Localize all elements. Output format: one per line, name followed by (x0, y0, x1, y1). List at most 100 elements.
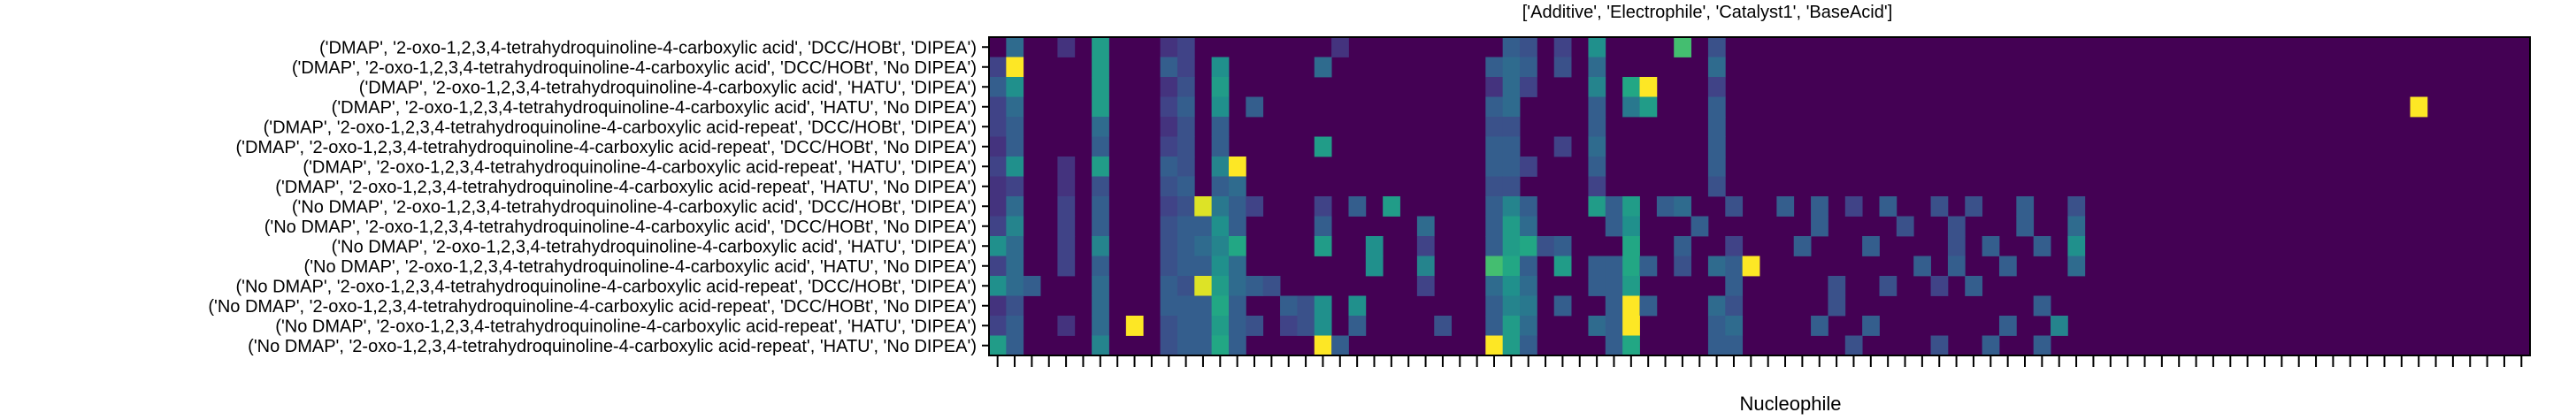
heatmap-cell (1160, 196, 1178, 217)
chart-title: ['Additive', 'Electrophile', 'Catalyst1'… (1522, 3, 1893, 22)
y-tick-label: ('DMAP', '2-oxo-1,2,3,4-tetrahydroquinol… (275, 178, 977, 197)
heatmap-cell (989, 236, 1007, 256)
heatmap-cell (1588, 57, 1606, 78)
heatmap-cell (1588, 196, 1606, 217)
heatmap-cell (1930, 276, 1949, 296)
y-axis-labels: ('DMAP', '2-oxo-1,2,3,4-tetrahydroquinol… (208, 38, 989, 356)
heatmap-cell (1725, 196, 1744, 217)
heatmap-cell (1057, 157, 1076, 177)
heatmap-cell (989, 96, 1007, 118)
heatmap-cell (1331, 335, 1349, 356)
heatmap-cell (989, 157, 1007, 177)
heatmap-cell (1160, 236, 1178, 256)
heatmap-cell (1006, 136, 1024, 157)
heatmap-cell (989, 256, 1007, 277)
y-tick-label: ('No DMAP', '2-oxo-1,2,3,4-tetrahydroqui… (264, 218, 977, 237)
heatmap-cell (1674, 236, 1691, 256)
heatmap-cell (1502, 216, 1521, 237)
heatmap-cell (1211, 96, 1230, 118)
heatmap-cell (1725, 295, 1744, 317)
heatmap-cell (1228, 295, 1246, 317)
heatmap-cell (1605, 335, 1623, 356)
heatmap-cell (2067, 256, 2086, 277)
heatmap-cell (1605, 216, 1623, 237)
heatmap-cell (1622, 316, 1640, 336)
heatmap-cell (1725, 256, 1744, 277)
heatmap-cell (1537, 236, 1555, 256)
heatmap-cell (989, 77, 1007, 97)
heatmap-cell (1707, 136, 1726, 157)
y-tick-label: ('DMAP', '2-oxo-1,2,3,4-tetrahydroquinol… (303, 157, 977, 177)
heatmap-cell (1930, 335, 1949, 356)
heatmap-cell (1639, 77, 1658, 97)
heatmap-cell (1006, 117, 1024, 137)
heatmap-cell (1553, 236, 1572, 256)
x-axis-label: Nucleophile (1740, 393, 1842, 415)
heatmap-cell (989, 295, 1007, 317)
heatmap-cell (1314, 196, 1332, 217)
heatmap-cell (989, 196, 1007, 217)
heatmap-cell (1828, 295, 1846, 317)
heatmap-cell (1365, 236, 1384, 256)
heatmap-cell (1485, 57, 1504, 78)
heatmap-cell (1160, 117, 1178, 137)
heatmap-cell (1314, 57, 1332, 78)
heatmap-cell (1246, 276, 1264, 296)
heatmap-cell (1520, 57, 1537, 78)
heatmap-cell (1605, 256, 1623, 277)
heatmap-cell (1622, 276, 1640, 296)
heatmap-cell (1622, 216, 1640, 237)
heatmap-cell (2033, 295, 2051, 317)
heatmap-cell (1520, 216, 1537, 237)
heatmap-cell (1965, 196, 1983, 217)
heatmap-cell (1639, 96, 1658, 118)
heatmap-cell (1160, 37, 1178, 57)
heatmap-cell (1520, 276, 1537, 296)
heatmap-cell (989, 136, 1007, 157)
y-tick-label: ('DMAP', '2-oxo-1,2,3,4-tetrahydroquinol… (332, 98, 977, 118)
heatmap-cell (1194, 295, 1213, 317)
heatmap-cell (1228, 316, 1246, 336)
heatmap-cell (1211, 57, 1230, 78)
heatmap-cell (1982, 236, 2000, 256)
heatmap-cell (1434, 316, 1452, 336)
heatmap-cell (1605, 276, 1623, 296)
heatmap-cell (1588, 316, 1606, 336)
heatmap-cell (1725, 335, 1744, 356)
heatmap-cell (1520, 295, 1537, 317)
heatmap-cell (1160, 157, 1178, 177)
heatmap-cell (1092, 316, 1109, 336)
heatmap-cell (1228, 256, 1246, 277)
heatmap-cell (1314, 295, 1332, 317)
heatmap-cell (1947, 256, 1966, 277)
heatmap-cell (1211, 335, 1230, 356)
heatmap-cell (1553, 57, 1572, 78)
heatmap-cell (1160, 57, 1178, 78)
heatmap-cell (1707, 77, 1726, 97)
heatmap-cell (1502, 196, 1521, 217)
heatmap-cell (1194, 216, 1213, 237)
heatmap-cell (1553, 136, 1572, 157)
heatmap-cell (1811, 316, 1828, 336)
heatmap-cell (1006, 256, 1024, 277)
heatmap-cell (1930, 196, 1949, 217)
heatmap-cell (1314, 316, 1332, 336)
heatmap-cell (1622, 256, 1640, 277)
y-tick-label: ('DMAP', '2-oxo-1,2,3,4-tetrahydroquinol… (359, 78, 977, 97)
heatmap-cell (1622, 196, 1640, 217)
heatmap-cell (989, 276, 1007, 296)
heatmap-cell (1280, 295, 1298, 317)
heatmap-cell (1520, 77, 1537, 97)
heatmap-cell (1006, 157, 1024, 177)
heatmap-cell (1211, 196, 1230, 217)
heatmap-cell (1177, 96, 1195, 118)
heatmap-cell (1297, 316, 1315, 336)
heatmap-cell (1057, 256, 1076, 277)
heatmap-cell (1211, 176, 1230, 197)
heatmap-cell (1262, 276, 1281, 296)
heatmap-cell (1553, 37, 1572, 57)
heatmap-cell (1057, 37, 1076, 57)
heatmap-cell (1707, 256, 1726, 277)
heatmap-cell (1485, 276, 1504, 296)
heatmap-cell (1520, 37, 1537, 57)
